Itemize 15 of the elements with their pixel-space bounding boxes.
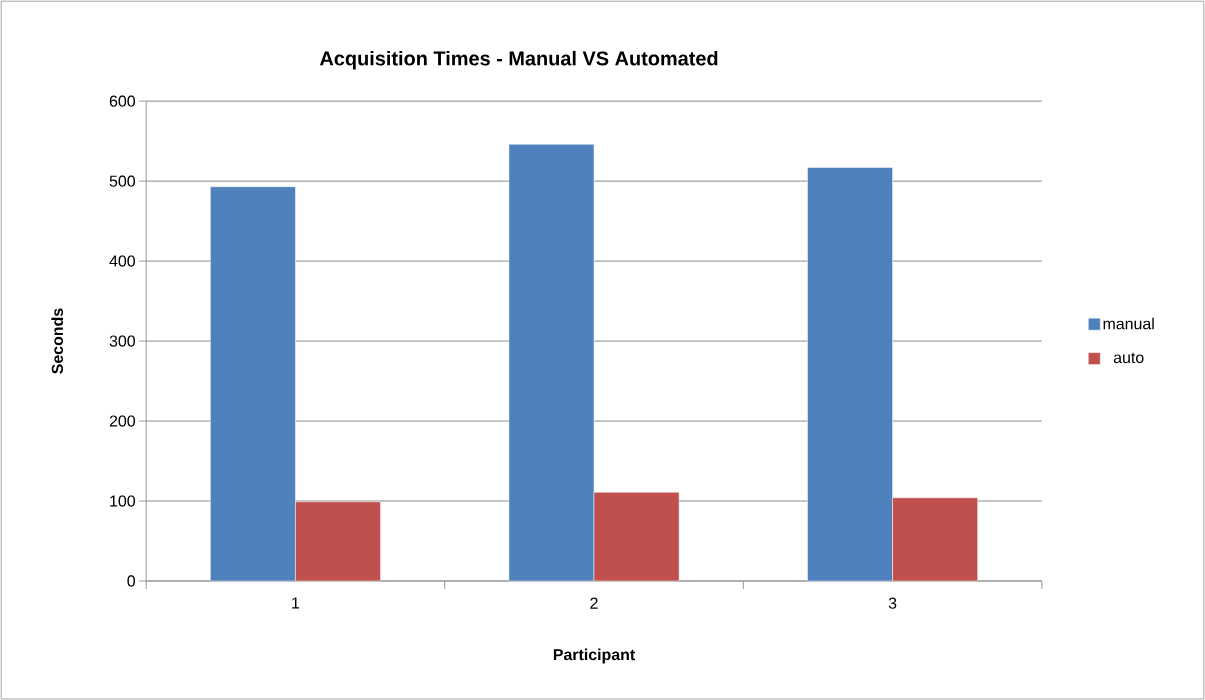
y-tick-label: 400 — [109, 255, 136, 267]
y-tick-label: 500 — [109, 175, 136, 187]
chart-title: Acquisition Times - Manual VS Automated — [319, 50, 718, 70]
legend-label: auto — [1113, 352, 1144, 364]
x-tick-label: 1 — [292, 597, 300, 609]
y-tick-label: 200 — [109, 415, 136, 427]
y-tick-label: 300 — [109, 335, 136, 347]
y-tick-label: 0 — [127, 575, 136, 587]
x-axis-title: Participant — [553, 648, 635, 664]
x-tick-label: 3 — [888, 597, 897, 609]
y-axis-title: Seconds — [51, 308, 64, 374]
legend-label: manual — [1103, 317, 1154, 330]
y-tick-label: 600 — [109, 95, 136, 107]
x-tick-label: 2 — [590, 597, 598, 609]
y-tick-label: 100 — [110, 495, 136, 507]
